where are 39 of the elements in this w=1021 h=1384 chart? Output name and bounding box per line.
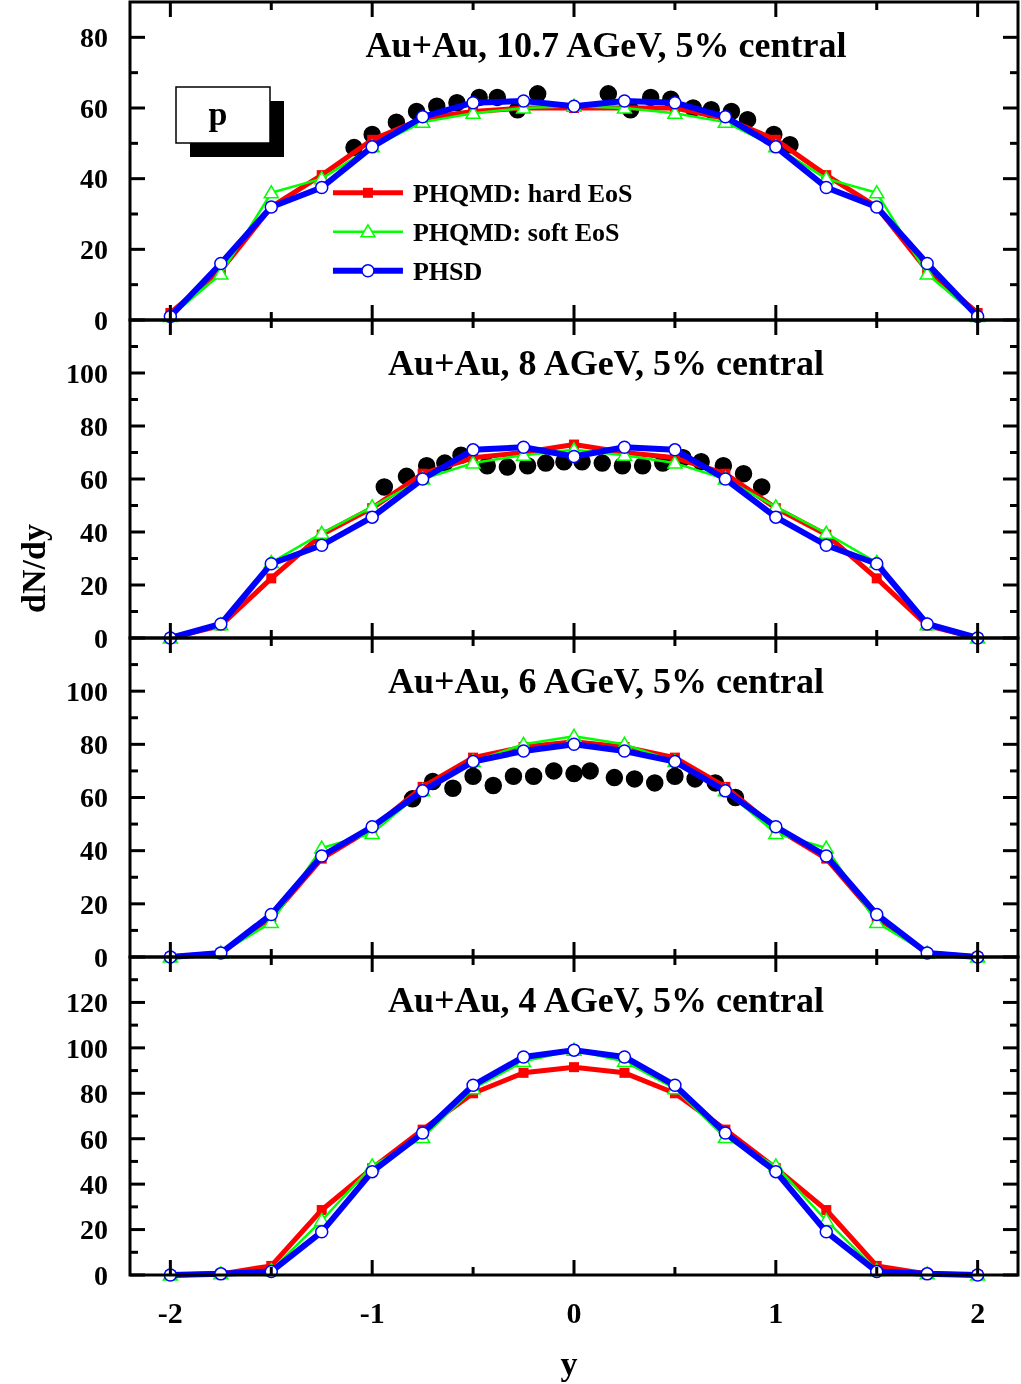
y-tick-label: 60: [80, 782, 108, 814]
y-tick-label: 20: [80, 234, 108, 266]
y-tick-label: 100: [66, 675, 108, 707]
y-tick-label: 100: [66, 1032, 108, 1064]
y-tick-label: 20: [80, 569, 108, 601]
text: Au+Au, 4 AGeV, 5% central: [388, 980, 824, 1020]
y-tick-label: 40: [80, 1168, 108, 1200]
y-tick-label: 20: [80, 888, 108, 920]
y-tick-label: 60: [80, 1123, 108, 1155]
legend-label: PHSD: [412, 256, 483, 286]
x-tick-label: -1: [359, 1296, 385, 1329]
y-tick-label: 40: [80, 163, 108, 195]
y-axis-title: dN/dy: [15, 524, 52, 613]
legend-label: PHQMD: hard EoS: [412, 178, 633, 208]
y-tick-label: 80: [80, 729, 108, 761]
x-axis-title: y: [560, 1345, 578, 1382]
text: Au+Au, 10.7 AGeV, 5% central: [365, 25, 847, 65]
y-tick-label: 120: [66, 987, 108, 1019]
text: Au+Au, 6 AGeV, 5% central: [388, 661, 824, 701]
y-tick-label: 0: [94, 304, 108, 336]
y-tick-label: 20: [80, 1214, 108, 1246]
x-tick-label: 2: [970, 1296, 986, 1329]
y-tick-label: 80: [80, 1078, 108, 1110]
y-tick-label: 80: [80, 22, 108, 54]
y-tick-label: 60: [80, 92, 108, 124]
y-tick-label: 0: [94, 622, 108, 654]
x-tick-label: 0: [566, 1296, 582, 1329]
y-tick-label: 80: [80, 410, 108, 442]
y-tick-label: 40: [80, 835, 108, 867]
x-tick-label: 1: [768, 1296, 784, 1329]
y-tick-label: 0: [94, 941, 108, 973]
y-tick-label: 0: [94, 1259, 108, 1291]
y-tick-label: 60: [80, 463, 108, 495]
y-tick-label: 40: [80, 516, 108, 548]
annotation: p: [208, 95, 228, 132]
legend-label: PHQMD: soft EoS: [412, 217, 620, 247]
x-tick-label: -2: [157, 1296, 183, 1329]
text: Au+Au, 8 AGeV, 5% central: [388, 343, 824, 383]
y-tick-label: 100: [66, 357, 108, 389]
